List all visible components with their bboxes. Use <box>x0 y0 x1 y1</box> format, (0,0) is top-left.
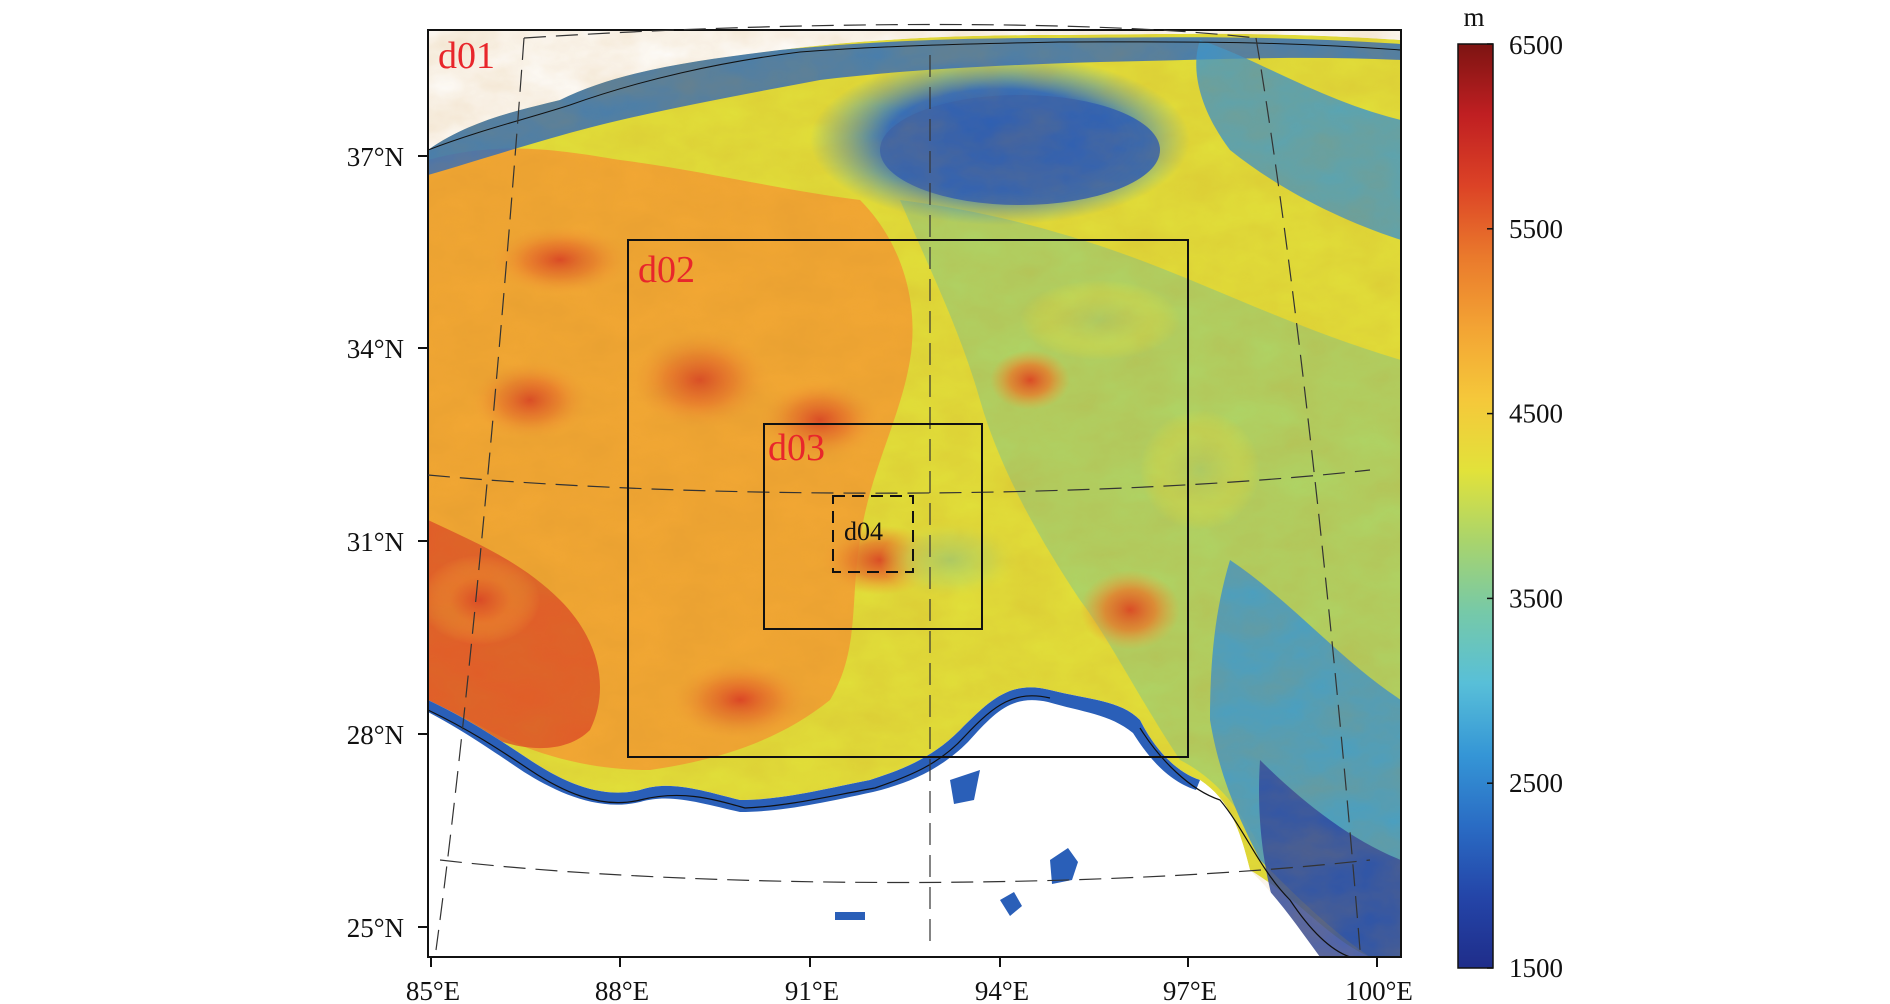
colorbar-tick-label: 3500 <box>1509 583 1563 613</box>
colorbar-unit: m <box>1463 2 1484 32</box>
lat-label: 25°N <box>347 913 404 943</box>
graticule <box>427 23 1371 951</box>
colorbar: m 6500 5500 4500 3500 2500 1500 <box>1457 2 1563 983</box>
map-frame <box>427 29 1402 958</box>
domain-box-d04 <box>832 495 914 573</box>
lowland-islands <box>835 770 1078 920</box>
domain-label-d04: d04 <box>844 517 883 546</box>
graticule-meridian <box>1255 37 1361 951</box>
graticule-parallel <box>523 23 1257 39</box>
colorbar-tick-label: 5500 <box>1509 214 1563 244</box>
lowland-mask-south <box>428 687 1320 957</box>
colorbar-tick-label: 4500 <box>1509 399 1563 429</box>
graticule-parallel <box>427 469 1371 494</box>
colorbar-ticks: 6500 5500 4500 3500 2500 1500 <box>1487 30 1563 983</box>
lat-label: 34°N <box>347 334 404 364</box>
graticule-meridian <box>435 37 525 951</box>
lon-label: 94°E <box>975 976 1029 1004</box>
colorbar-tick-label: 1500 <box>1509 953 1563 983</box>
lat-label: 37°N <box>347 142 404 172</box>
latitude-axis: 37°N 34°N 31°N 28°N 25°N <box>347 142 428 943</box>
lon-label: 85°E <box>406 976 460 1004</box>
colorbar-tick-label: 6500 <box>1509 30 1563 60</box>
border-line <box>428 41 1401 151</box>
graticule-parallel <box>439 859 1371 884</box>
border-line <box>428 695 1051 809</box>
domains: d01 d02 d03 d04 <box>438 35 1189 758</box>
lat-label: 28°N <box>347 720 404 750</box>
domain-label-d03: d03 <box>768 427 825 469</box>
lon-label: 100°E <box>1345 976 1413 1004</box>
colorbar-bar <box>1457 43 1494 969</box>
lat-label: 31°N <box>347 527 404 557</box>
domain-box-d03 <box>763 423 983 630</box>
border-line <box>1139 727 1351 957</box>
colorbar-tick-label: 2500 <box>1509 768 1563 798</box>
longitude-axis: 85°E 88°E 91°E 94°E 97°E 100°E <box>406 957 1413 1004</box>
lon-label: 97°E <box>1163 976 1217 1004</box>
lon-label: 91°E <box>785 976 839 1004</box>
domain-label-d01: d01 <box>438 35 495 77</box>
domain-label-d02: d02 <box>638 249 695 291</box>
domain-box-d02 <box>627 239 1189 758</box>
lon-label: 88°E <box>595 976 649 1004</box>
